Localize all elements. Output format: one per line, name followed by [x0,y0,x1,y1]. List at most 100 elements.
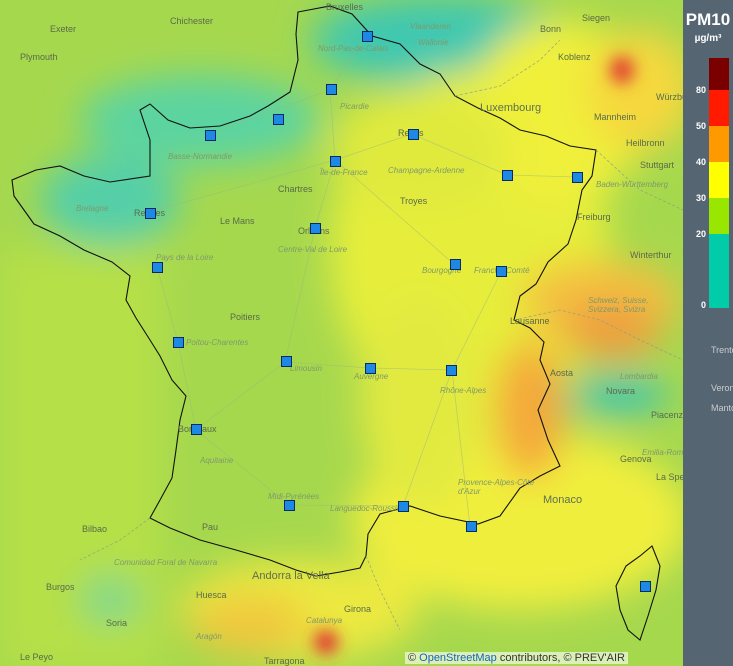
station-marker[interactable] [145,208,156,219]
station-marker[interactable] [273,114,284,125]
legend-color-box [709,126,729,162]
place-label: Bruxelles [326,2,364,12]
place-label: Piacenza [651,410,683,420]
station-marker[interactable] [284,500,295,511]
place-label: Huesca [196,590,227,600]
corsica-border [615,545,661,641]
region-label: Bourgogne [422,266,462,275]
place-label: Pau [202,522,219,532]
region-label: Rhône-Alpes [440,386,487,395]
place-label-trento: Trento [711,345,733,355]
station-marker[interactable] [408,129,419,140]
station-marker[interactable] [281,356,292,367]
station-marker[interactable] [326,84,337,95]
region-label: Nord-Pas-de-Calais [318,44,389,53]
country-label-luxembourg: Luxembourg [480,102,542,114]
place-label: Heilbronn [626,138,665,148]
legend-color-box [709,90,729,126]
legend-tick-label: 20 [695,229,706,239]
legend-tick-label: 0 [700,300,706,310]
place-label: Soria [106,618,128,628]
region-label: Aquitaine [200,456,234,465]
place-label: Siegen [582,13,611,23]
place-label: La Spezia [656,472,683,482]
station-marker[interactable] [572,172,583,183]
place-label: Poitiers [230,312,261,322]
attribution-prefix: © [407,652,417,664]
france-border [11,5,597,577]
pm10-legend: PM10 µg/m³ Trento Verona Mantova 80 50 40 3… [683,0,733,666]
station-marker[interactable] [152,262,163,273]
place-label: Freiburg [577,212,611,222]
station-marker[interactable] [173,337,184,348]
station-marker[interactable] [330,156,341,167]
place-label-mantova: Mantova [711,403,733,413]
place-label: Bonn [540,24,562,34]
legend-color-box [709,234,729,308]
legend-tick-label: 40 [695,157,706,167]
place-label: Novara [606,386,636,396]
region-label: Bretagne [76,204,109,213]
region-label: Vlaanderen [410,22,451,31]
station-marker[interactable] [450,259,461,270]
place-label: Stuttgart [640,160,675,170]
region-label: Midi-Pyrénées [268,492,320,501]
station-marker[interactable] [502,170,513,181]
region-label: Emilia-Romagna [642,448,683,457]
region-label: Basse-Normandie [168,152,233,161]
place-label: Exeter [50,24,77,34]
pollution-overlay [0,0,683,666]
place-label: Aosta [550,368,574,378]
region-label: Wallonie [418,38,449,47]
legend-title: PM10 [685,10,731,29]
legend-color-box [709,198,729,234]
openstreetmap-link[interactable]: OpenStreetMap [419,652,497,664]
place-label: Girona [344,604,372,614]
station-marker[interactable] [466,521,477,532]
station-marker[interactable] [310,223,321,234]
region-label: Comunidad Foral de Navarra [114,558,218,567]
map-attribution: © OpenStreetMap contributors, © PREV'AIR [404,652,628,664]
station-marker[interactable] [446,365,457,376]
place-label: Winterthur [630,250,672,260]
place-label: Chichester [170,16,214,26]
region-label: Centre-Val de Loire [278,245,348,254]
place-label: Würzburg [656,92,683,102]
region-label: Aragón [196,632,222,641]
place-label: Troyes [400,196,428,206]
station-marker[interactable] [365,363,376,374]
place-label: Lausanne [510,316,550,326]
region-label: Limousin [290,364,323,373]
region-label: Schweiz, Suisse, Svizzera, Svizra [588,296,649,314]
place-label: Chartres [278,184,313,194]
legend-unit: µg/m³ [694,33,722,44]
place-label: Bilbao [82,524,108,534]
place-label: Le Mans [220,216,255,226]
station-marker[interactable] [362,31,373,42]
station-marker[interactable] [191,424,202,435]
place-label: Plymouth [20,52,58,62]
place-label: Genova [620,454,652,464]
region-label: Auvergne [354,372,389,381]
region-label: Languedoc-Roussillon [330,504,410,513]
pm10-map[interactable]: Luxembourg Monaco Andorra la Vella Exete… [0,0,683,666]
station-marker[interactable] [398,501,409,512]
station-marker[interactable] [640,581,651,592]
place-label: Mannheim [594,112,637,122]
legend-color-box [709,58,729,90]
legend-tick-label: 30 [695,193,706,203]
place-label: Burgos [46,582,75,592]
station-marker[interactable] [205,130,216,141]
place-label: Tarragona [264,656,305,666]
region-label: Pays de la Loire [156,253,214,262]
region-label: Lombardia [620,372,658,381]
place-label-verona: Verona [711,383,733,393]
station-marker[interactable] [496,266,507,277]
region-label: Champagne-Ardenne [388,166,465,175]
place-label: Le Peyo [20,652,54,662]
region-label: Provence-Alpes-Côte d'Azur [458,478,535,496]
legend-tick-label: 50 [695,121,706,131]
country-label-andorra: Andorra la Vella [252,570,330,582]
region-label: Île-de-France [320,168,368,177]
region-label: Picardie [340,102,369,111]
